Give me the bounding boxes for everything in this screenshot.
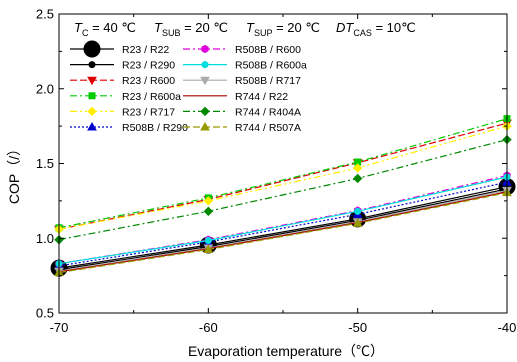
series-line <box>58 186 508 269</box>
condition-value: = 20 ℃ <box>180 20 228 35</box>
condition-1: TSUB = 20 ℃ <box>154 20 228 38</box>
legend-marker <box>87 76 97 86</box>
condition-value: = 20 ℃ <box>272 20 320 35</box>
legend-marker <box>88 61 96 69</box>
legend-entry-4: R23 / R717 <box>70 106 175 118</box>
series-line <box>58 139 508 241</box>
condition-subscript: CAS <box>353 28 372 38</box>
y-tick-label: 2.0 <box>36 81 54 96</box>
condition-value: = 10℃ <box>372 20 416 35</box>
series-1 <box>55 185 511 274</box>
legend-label: R23 / R600 <box>122 75 175 87</box>
series-4 <box>54 121 512 234</box>
condition-subscript: SUB <box>162 28 181 38</box>
condition-symbol: T <box>246 20 255 35</box>
x-tick-label: -50 <box>348 320 367 335</box>
y-tick-label: 2.5 <box>36 7 54 22</box>
data-point <box>203 196 214 206</box>
legend-marker <box>88 92 96 100</box>
operating-conditions: TC = 40 ℃ TSUB = 20 ℃ TSUP = 20 ℃ DTCAS = 1… <box>74 20 416 38</box>
legend-label: R23 / R717 <box>122 106 175 118</box>
legend-marker <box>200 121 210 131</box>
legend-label: R508B / R717 <box>235 75 301 87</box>
legend-entry-7: R508B / R600a <box>183 60 307 72</box>
legend-label: R23 / R290 <box>122 60 175 72</box>
data-point <box>203 206 214 217</box>
legend-marker <box>200 76 210 86</box>
condition-symbol: T <box>154 20 163 35</box>
legend-marker <box>200 106 210 117</box>
x-tick-label: -70 <box>50 320 69 335</box>
legend-entry-5: R508B / R290 <box>70 121 188 134</box>
series-10 <box>54 134 512 245</box>
legend: R23 / R22 R23 / R290 R23 / R600 R23 / R600a… <box>70 40 307 134</box>
legend-entry-8: R508B / R717 <box>183 75 301 87</box>
legend-label: R508B / R600 <box>235 44 301 56</box>
y-tick-label: 0.5 <box>36 306 54 321</box>
data-point <box>204 236 212 244</box>
legend-label: R508B / R600a <box>235 60 307 72</box>
series-line <box>58 189 508 272</box>
series-line <box>58 125 508 230</box>
y-axis-title: COP（/） <box>6 142 22 204</box>
x-tick-label: -60 <box>199 320 218 335</box>
legend-marker <box>83 40 101 58</box>
condition-value: = 40 ℃ <box>88 20 136 35</box>
condition-symbol: DT <box>336 20 354 35</box>
legend-marker <box>87 106 97 117</box>
data-point <box>354 207 362 215</box>
series-line <box>58 191 508 273</box>
legend-entry-3: R23 / R600a <box>70 91 181 103</box>
y-tick-label: 1.5 <box>36 156 54 171</box>
legend-label: R744 / R507A <box>235 122 301 134</box>
legend-entry-1: R23 / R290 <box>70 60 175 72</box>
y-tick-label: 1.0 <box>36 231 54 246</box>
legend-marker <box>201 44 209 54</box>
legend-label: R23 / R22 <box>122 44 169 56</box>
series-line <box>58 122 508 230</box>
data-point <box>352 173 363 184</box>
x-tick-label: -40 <box>498 320 517 335</box>
condition-2: TSUP = 20 ℃ <box>246 20 320 38</box>
data-point <box>352 163 363 173</box>
legend-marker <box>87 121 97 131</box>
series-line <box>58 118 508 229</box>
condition-3: DTCAS = 10℃ <box>336 20 416 38</box>
legend-label: R744 / R22 <box>235 91 288 103</box>
legend-entry-9: R744 / R22 <box>183 91 288 103</box>
legend-label: R744 / R404A <box>235 106 301 118</box>
legend-entry-10: R744 / R404A <box>183 106 301 118</box>
series-line <box>58 176 508 265</box>
condition-subscript: SUP <box>254 28 273 38</box>
data-point <box>352 218 363 227</box>
series-layer <box>50 115 516 277</box>
legend-marker <box>201 61 209 69</box>
series-9 <box>58 191 508 273</box>
legend-entry-6: R508B / R600 <box>183 44 301 56</box>
data-point <box>203 244 214 253</box>
axes-layer: -70 -60 -50 -40 0.5 1.0 1.5 2.0 2.5 <box>36 7 516 336</box>
legend-entry-0: R23 / R22 <box>70 40 169 58</box>
condition-0: TC = 40 ℃ <box>74 20 136 38</box>
legend-entry-11: R744 / R507A <box>183 121 301 134</box>
series-line <box>58 188 508 271</box>
series-line <box>58 192 508 274</box>
condition-subscript: C <box>82 28 89 38</box>
legend-label: R23 / R600a <box>122 91 181 103</box>
condition-symbol: T <box>74 20 83 35</box>
series-line <box>58 174 508 265</box>
legend-label: R508B / R290 <box>122 122 188 134</box>
x-axis-title: Evaporation temperature（℃） <box>188 343 384 359</box>
legend-entry-2: R23 / R600 <box>70 75 175 87</box>
